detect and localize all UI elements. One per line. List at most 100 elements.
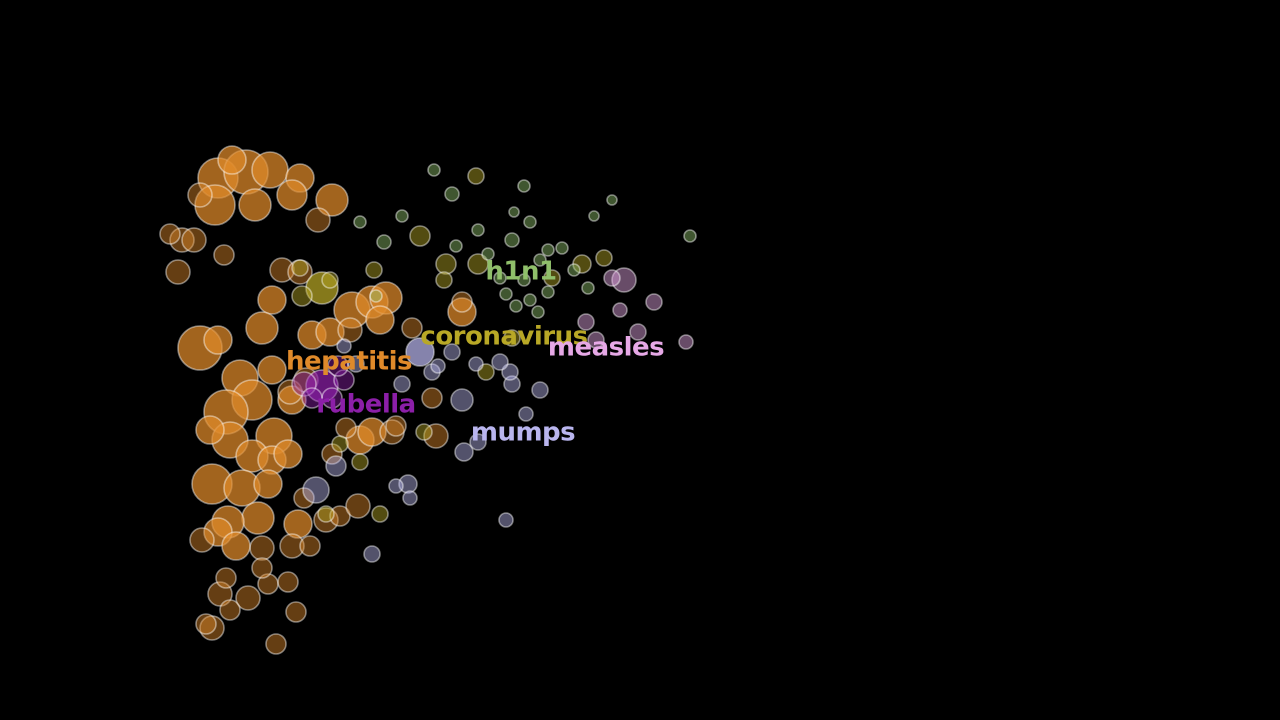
hepatitis-bubble — [217, 145, 247, 175]
mumps-bubble — [503, 375, 521, 393]
hepatitis-bubble — [251, 151, 289, 189]
mumps-bubble — [518, 406, 534, 422]
hepatitis-bubble — [447, 297, 477, 327]
coronavirus-bubble — [371, 505, 389, 523]
h1n1-bubble — [541, 285, 555, 299]
mumps-bubble — [430, 358, 446, 374]
hepatitis-bubble — [337, 317, 363, 343]
coronavirus-bubble — [331, 435, 349, 453]
mumps-bubble — [402, 490, 418, 506]
h1n1-bubble — [444, 186, 460, 202]
rubella-bubble — [305, 369, 339, 403]
mumps-bubble — [398, 474, 418, 494]
hepatitis-bubble — [257, 355, 287, 385]
hepatitis-bubble — [165, 259, 191, 285]
hepatitis-bubble — [257, 285, 287, 315]
mumps-bubble — [347, 355, 365, 373]
h1n1-bubble — [523, 215, 537, 229]
mumps-bubble — [498, 512, 514, 528]
mumps-bubble — [405, 337, 435, 367]
rubella-label: rubella — [316, 390, 415, 420]
coronavirus-bubble — [365, 261, 383, 279]
h1n1-bubble — [509, 299, 523, 313]
mumps-label: mumps — [471, 418, 575, 448]
rubella-bubble — [321, 387, 343, 409]
h1n1-bubble — [449, 239, 463, 253]
hepatitis-bubble — [345, 493, 371, 519]
hepatitis-bubble — [329, 505, 351, 527]
hepatitis-bubble — [315, 317, 345, 347]
hepatitis-bubble — [321, 443, 343, 465]
hepatitis-bubble — [423, 423, 449, 449]
hepatitis-label: hepatitis — [286, 347, 412, 377]
h1n1-bubble — [531, 305, 545, 319]
h1n1-bubble — [567, 263, 581, 277]
hepatitis-bubble — [219, 599, 241, 621]
coronavirus-bubble — [467, 167, 485, 185]
mumps-bubble — [450, 388, 474, 412]
hepatitis-bubble — [187, 182, 213, 208]
hepatitis-bubble — [181, 227, 207, 253]
hepatitis-bubble — [385, 415, 407, 437]
hepatitis-bubble — [251, 557, 273, 579]
mumps-bubble — [336, 338, 352, 354]
coronavirus-bubble — [415, 423, 433, 441]
h1n1-bubble — [504, 232, 520, 248]
hepatitis-bubble — [283, 509, 313, 539]
hepatitis-bubble — [215, 567, 237, 589]
hepatitis-bubble — [238, 188, 272, 222]
mumps-bubble — [469, 433, 487, 451]
measles-bubble — [629, 323, 647, 341]
hepatitis-bubble — [249, 535, 275, 561]
hepatitis-bubble — [253, 469, 283, 499]
label-layer: hepatitis rubella coronavirus h1n1 measles mu… — [286, 257, 665, 448]
h1n1-bubble — [555, 241, 569, 255]
rubella-bubble — [333, 369, 355, 391]
measles-label: measles — [548, 333, 664, 363]
coronavirus-bubble — [409, 225, 431, 247]
mumps-bubble — [393, 375, 411, 393]
measles-bubble — [603, 269, 621, 287]
measles-bubble — [678, 334, 694, 350]
hepatitis-bubble — [277, 385, 307, 415]
hepatitis-bubble — [265, 633, 287, 655]
hepatitis-bubble — [451, 291, 473, 313]
hepatitis-bubble — [199, 615, 225, 641]
hepatitis-bubble — [195, 415, 225, 445]
mumps-bubble — [501, 363, 519, 381]
hepatitis-bubble — [235, 585, 261, 611]
hepatitis-bubble — [245, 311, 279, 345]
mumps-bubble — [363, 545, 381, 563]
h1n1-bubble — [481, 247, 495, 261]
h1n1-bubble — [508, 206, 520, 218]
h1n1-bubble — [683, 229, 697, 243]
h1n1-bubble — [533, 253, 547, 267]
hepatitis-bubble — [365, 305, 395, 335]
coronavirus-bubble — [321, 271, 339, 289]
coronavirus-bubble — [477, 363, 495, 381]
h1n1-bubble — [517, 179, 531, 193]
hepatitis-bubble — [257, 573, 279, 595]
h1n1-label: h1n1 — [485, 257, 556, 287]
hepatitis-bubble — [285, 601, 307, 623]
coronavirus-bubble — [543, 269, 561, 287]
rubella-bubble — [291, 371, 317, 397]
h1n1-bubble — [517, 273, 531, 287]
hepatitis-bubble — [269, 257, 295, 283]
h1n1-bubble — [376, 234, 392, 250]
rubella-bubble — [327, 355, 349, 377]
coronavirus-bubble — [351, 453, 369, 471]
h1n1-bubble — [499, 287, 513, 301]
coronavirus-bubble — [467, 253, 489, 275]
bubble-layer — [159, 145, 697, 655]
h1n1-bubble — [493, 271, 507, 285]
mumps-bubble — [423, 363, 441, 381]
h1n1-bubble — [471, 223, 485, 237]
coronavirus-bubble — [291, 285, 313, 307]
hepatitis-bubble — [315, 183, 349, 217]
measles-bubble — [645, 293, 663, 311]
hepatitis-bubble — [421, 387, 443, 409]
h1n1-bubble — [523, 293, 537, 307]
measles-bubble — [577, 313, 595, 331]
